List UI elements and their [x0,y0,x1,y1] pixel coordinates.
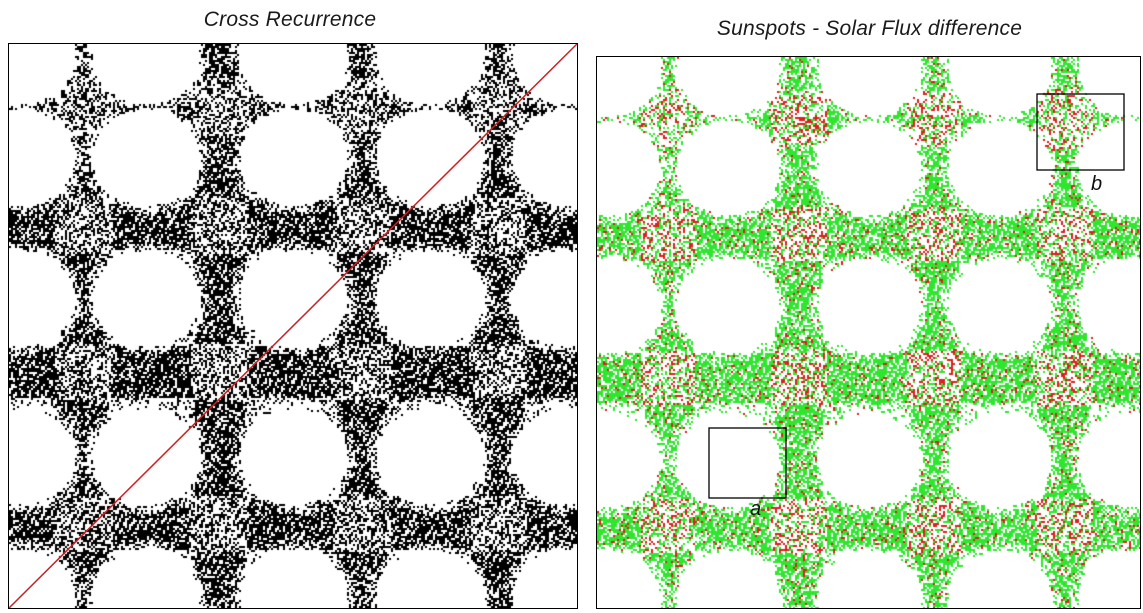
box-label-a: a [750,498,762,520]
difference-plot-title: Sunspots - Solar Flux difference [716,17,1023,40]
difference-plot: a b [596,56,1141,609]
highlight-boxes-overlay [708,93,1125,499]
diagonal-overlay [9,44,577,608]
difference-canvas [597,57,1140,608]
cross-recurrence-title: Cross Recurrence [203,8,377,31]
diagonal-line [9,44,577,608]
box-label-b: b [1091,173,1103,195]
cross-recurrence-plot [8,43,578,609]
highlight-box-b [1036,93,1125,171]
highlight-box-a [708,427,787,499]
